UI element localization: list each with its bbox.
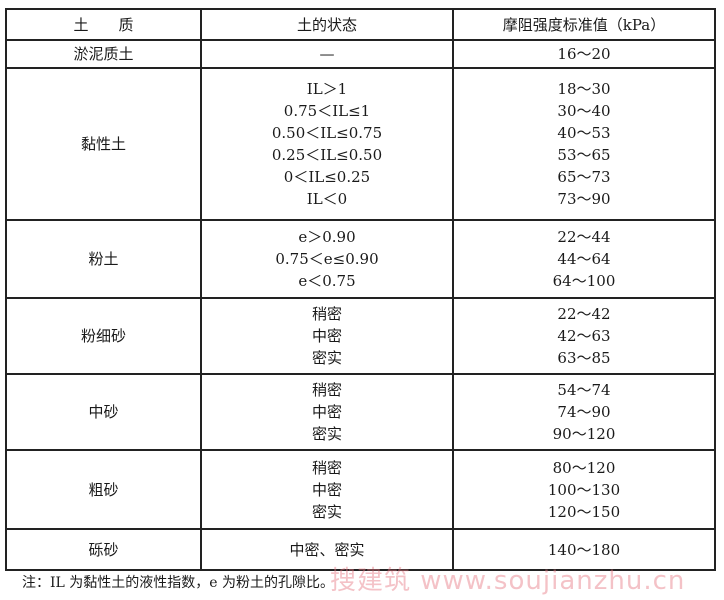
state-line: 中密、密实	[289, 540, 365, 559]
state-line: 0.75＜e≤0.90	[275, 250, 379, 268]
value-line: 64～100	[552, 272, 616, 290]
table-note: 注：IL 为黏性土的液性指数，e 为粉土的孔隙比。	[22, 575, 335, 591]
value-line: 74～90	[557, 403, 611, 421]
soil-cell: 粉土	[5, 219, 202, 299]
value-cell: 16～20	[452, 39, 716, 69]
value-line: 63～85	[557, 349, 611, 367]
value-line: 140～180	[547, 540, 621, 559]
value-line: 30～40	[557, 102, 611, 120]
value-line: 22～44	[557, 228, 611, 246]
value-line: 42～63	[557, 327, 611, 345]
soil-cell: 黏性土	[5, 67, 202, 221]
value-line: 65～73	[557, 168, 611, 186]
friction-strength-table: 土 质 土的状态 摩阻强度标准值（kPa） 淤泥质土 — 16～20 黏性土 IL＞1 0…	[5, 8, 716, 571]
soil-cell: 淤泥质土	[5, 39, 202, 69]
table-row: 黏性土 IL＞1 0.75＜IL≤1 0.50＜IL≤0.75 0.25＜IL≤0.50…	[5, 67, 716, 221]
soil-cell: 粗砂	[5, 449, 202, 530]
state-line: 密实	[311, 425, 342, 443]
value-line: 54～74	[557, 381, 611, 399]
state-cell: 稍密 中密 密实	[200, 297, 454, 375]
value-cell: 54～74 74～90 90～120	[452, 373, 716, 451]
state-line: 0.50＜IL≤0.75	[271, 124, 383, 142]
state-cell: —	[200, 39, 454, 69]
value-line: 18～30	[557, 80, 611, 98]
state-line: 0.75＜IL≤1	[283, 102, 371, 120]
state-line: 中密	[311, 403, 342, 421]
state-line: —	[319, 45, 335, 63]
state-line: 稍密	[311, 458, 342, 477]
state-line: 中密	[311, 327, 342, 345]
header-row: 土 质 土的状态 摩阻强度标准值（kPa）	[5, 8, 716, 41]
state-line: 稍密	[311, 305, 342, 323]
value-cell: 22～42 42～63 63～85	[452, 297, 716, 375]
table-row: 粉细砂 稍密 中密 密实 22～42 42～63 63～85	[5, 297, 716, 375]
table-row: 粗砂 稍密 中密 密实 80～120 100～130 120～150	[5, 449, 716, 530]
soil-cell: 粉细砂	[5, 297, 202, 375]
state-line: IL＜0	[306, 190, 348, 208]
state-line: 中密	[311, 480, 342, 499]
value-cell: 18～30 30～40 40～53 53～65 65～73 73～90	[452, 67, 716, 221]
value-line: 73～90	[557, 190, 611, 208]
value-cell: 22～44 44～64 64～100	[452, 219, 716, 299]
value-line: 44～64	[557, 250, 611, 268]
table-row: 粉土 e＞0.90 0.75＜e≤0.90 e＜0.75 22～44 44～64 64～10…	[5, 219, 716, 299]
state-cell: IL＞1 0.75＜IL≤1 0.50＜IL≤0.75 0.25＜IL≤0.50 0＜I…	[200, 67, 454, 221]
soil-cell: 中砂	[5, 373, 202, 451]
table-row: 中砂 稍密 中密 密实 54～74 74～90 90～120	[5, 373, 716, 451]
state-line: 密实	[311, 502, 342, 521]
value-line: 100～130	[547, 480, 621, 499]
value-line: 16～20	[557, 45, 611, 63]
value-line: 120～150	[547, 502, 621, 521]
value-line: 90～120	[552, 425, 616, 443]
state-cell: e＞0.90 0.75＜e≤0.90 e＜0.75	[200, 219, 454, 299]
table-row: 淤泥质土 — 16～20	[5, 39, 716, 69]
state-line: 稍密	[311, 381, 342, 399]
value-line: 80～120	[552, 458, 616, 477]
state-cell: 稍密 中密 密实	[200, 449, 454, 530]
state-cell: 中密、密实	[200, 528, 454, 571]
value-cell: 140～180	[452, 528, 716, 571]
value-line: 53～65	[557, 146, 611, 164]
state-line: e＜0.75	[298, 272, 356, 290]
state-line: IL＞1	[306, 80, 348, 98]
state-cell: 稍密 中密 密实	[200, 373, 454, 451]
watermark: 搜建筑 www.soujianzhu.cn	[330, 566, 686, 596]
state-line: e＞0.90	[298, 228, 356, 246]
header-value: 摩阻强度标准值（kPa）	[452, 8, 716, 41]
value-cell: 80～120 100～130 120～150	[452, 449, 716, 530]
value-line: 40～53	[557, 124, 611, 142]
state-line: 0＜IL≤0.25	[283, 168, 371, 186]
soil-cell: 砾砂	[5, 528, 202, 571]
header-state: 土的状态	[200, 8, 454, 41]
state-line: 0.25＜IL≤0.50	[271, 146, 383, 164]
table-row: 砾砂 中密、密实 140～180	[5, 528, 716, 571]
value-line: 22～42	[557, 305, 611, 323]
state-line: 密实	[311, 349, 342, 367]
header-soil: 土 质	[5, 8, 202, 41]
